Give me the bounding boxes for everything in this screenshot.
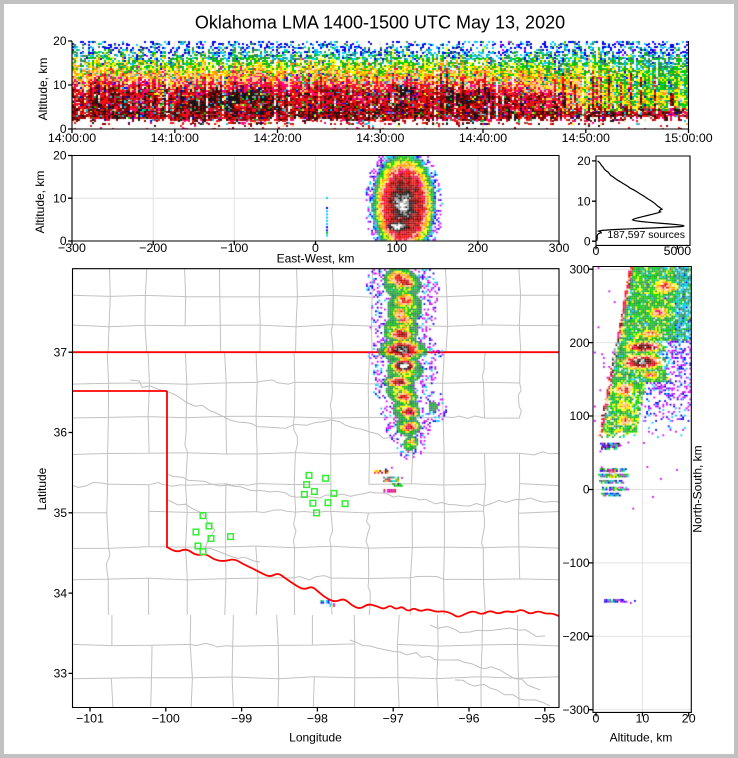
svg-text:100: 100 (386, 241, 407, 255)
svg-text:14:50:00: 14:50:00 (562, 131, 610, 145)
svg-text:34: 34 (54, 586, 68, 600)
svg-text:14:30:00: 14:30:00 (356, 131, 404, 145)
svg-text:North-South, km: North-South, km (691, 445, 705, 532)
svg-text:Altitude, km: Altitude, km (36, 58, 50, 121)
svg-text:−300: −300 (58, 241, 86, 255)
svg-text:300: 300 (549, 241, 570, 255)
svg-text:Latitude: Latitude (35, 467, 49, 510)
svg-text:15:00:00: 15:00:00 (664, 131, 712, 145)
svg-text:0: 0 (60, 234, 67, 248)
svg-text:36: 36 (54, 426, 68, 440)
svg-text:20: 20 (577, 154, 591, 168)
svg-text:35: 35 (54, 506, 68, 520)
svg-text:−200: −200 (562, 630, 589, 644)
svg-text:−100: −100 (152, 712, 180, 726)
svg-text:−100: −100 (220, 241, 248, 255)
svg-text:0: 0 (593, 244, 600, 258)
svg-text:0: 0 (584, 234, 591, 248)
svg-text:37: 37 (54, 345, 68, 359)
svg-text:Longitude: Longitude (289, 731, 342, 745)
svg-text:East-West, km: East-West, km (277, 252, 355, 266)
svg-text:20: 20 (53, 34, 67, 48)
svg-text:20: 20 (53, 149, 67, 163)
svg-text:100: 100 (569, 409, 589, 423)
svg-text:10: 10 (53, 191, 67, 205)
svg-text:Altitude, km: Altitude, km (33, 171, 47, 234)
svg-text:200: 200 (569, 336, 589, 350)
svg-text:0: 0 (60, 122, 67, 136)
svg-text:187,597 sources: 187,597 sources (607, 229, 685, 241)
svg-text:−200: −200 (139, 241, 167, 255)
svg-text:20: 20 (682, 712, 696, 726)
svg-text:−96: −96 (458, 712, 479, 726)
svg-text:10: 10 (53, 78, 67, 92)
svg-text:Oklahoma LMA 1400-1500 UTC May: Oklahoma LMA 1400-1500 UTC May 13, 2020 (195, 13, 565, 33)
svg-text:−101: −101 (76, 712, 104, 726)
svg-text:−99: −99 (231, 712, 252, 726)
svg-text:0: 0 (583, 483, 590, 497)
svg-text:14:00:00: 14:00:00 (48, 131, 96, 145)
svg-text:Altitude, km: Altitude, km (610, 731, 673, 745)
svg-text:200: 200 (468, 241, 489, 255)
svg-text:33: 33 (54, 667, 68, 681)
svg-text:−300: −300 (562, 703, 589, 717)
svg-text:10: 10 (577, 194, 591, 208)
svg-text:10: 10 (636, 712, 650, 726)
svg-text:0: 0 (312, 241, 319, 255)
svg-text:−97: −97 (383, 712, 404, 726)
svg-text:−95: −95 (534, 712, 555, 726)
svg-text:300: 300 (569, 262, 589, 276)
svg-text:14:40:00: 14:40:00 (459, 131, 507, 145)
svg-text:0: 0 (593, 712, 600, 726)
svg-text:5000: 5000 (664, 244, 692, 258)
svg-text:14:10:00: 14:10:00 (151, 131, 199, 145)
svg-text:−100: −100 (562, 556, 589, 570)
svg-text:−98: −98 (307, 712, 328, 726)
svg-text:14:20:00: 14:20:00 (253, 131, 301, 145)
